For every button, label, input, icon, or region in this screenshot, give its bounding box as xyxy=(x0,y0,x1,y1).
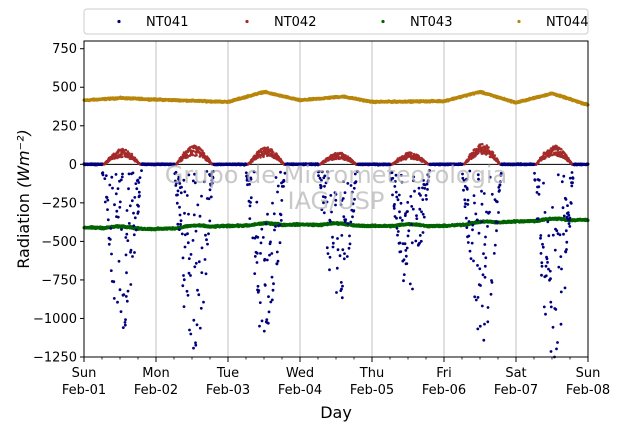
point-nt042 xyxy=(192,149,195,153)
point-nt042 xyxy=(262,155,265,159)
point-nt042 xyxy=(259,156,262,159)
point-nt042 xyxy=(121,155,124,158)
point-nt042 xyxy=(191,153,195,157)
point-nt042 xyxy=(201,149,204,153)
point-nt042 xyxy=(128,152,131,155)
point-nt042 xyxy=(272,151,275,154)
point-nt042 xyxy=(111,157,114,160)
point-nt042 xyxy=(202,152,206,155)
point-nt042 xyxy=(266,146,270,149)
data-series xyxy=(82,89,590,359)
point-nt042 xyxy=(195,153,198,157)
series-nt044 xyxy=(82,89,590,107)
